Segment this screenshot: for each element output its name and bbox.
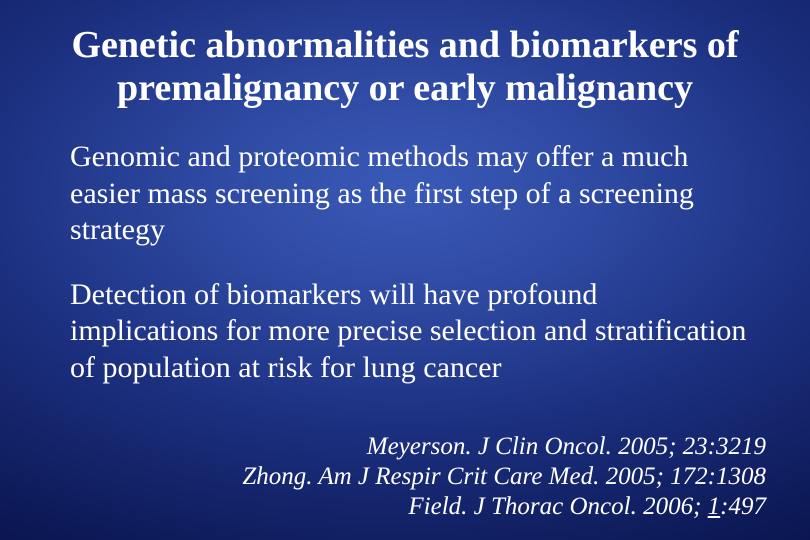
slide-title: Genetic abnormalities and biomarkers of … [40, 24, 770, 109]
body-paragraph-2: Detection of biomarkers will have profou… [40, 277, 770, 387]
reference-1: Meyerson. J Clin Oncol. 2005; 23:3219 [40, 432, 766, 462]
reference-3: Field. J Thorac Oncol. 2006; 1:497 [40, 492, 766, 522]
body-paragraph-1: Genomic and proteomic methods may offer … [40, 139, 770, 249]
title-line-2: premalignancy or early malignancy [117, 67, 693, 109]
references: Meyerson. J Clin Oncol. 2005; 23:3219 Zh… [40, 432, 770, 522]
title-line-1: Genetic abnormalities and biomarkers of [71, 24, 738, 66]
reference-2: Zhong. Am J Respir Crit Care Med. 2005; … [40, 462, 766, 492]
